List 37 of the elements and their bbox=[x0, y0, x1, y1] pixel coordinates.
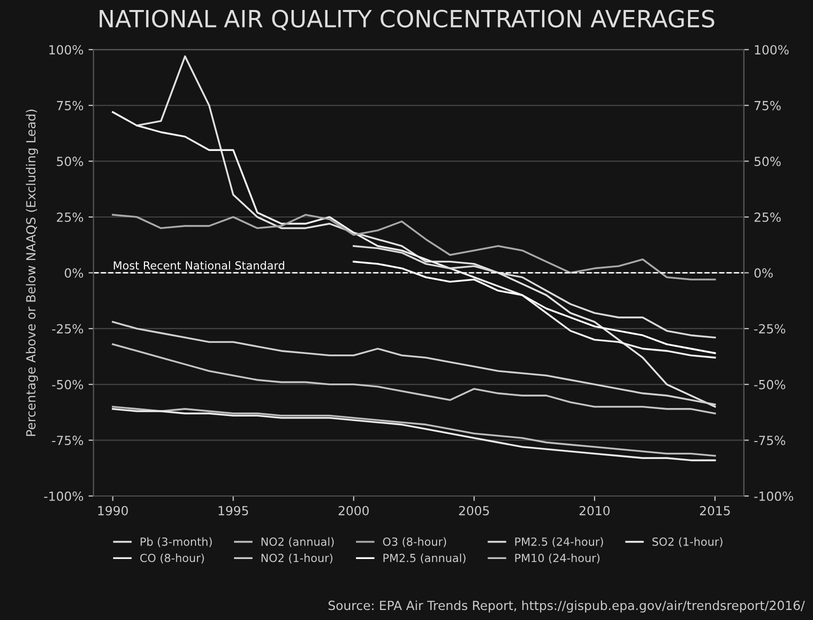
chart-title: NATIONAL AIR QUALITY CONCENTRATION AVERAGES bbox=[100, 10, 714, 30]
y2-tick-label: 100% bbox=[754, 45, 789, 55]
y-tick-label: 75% bbox=[57, 100, 84, 110]
y2-tick-label: -50% bbox=[754, 380, 786, 390]
ref-line-label: Most Recent National Standard bbox=[114, 261, 284, 270]
x-tick-label: 2000 bbox=[338, 506, 369, 516]
y2-tick-label: 75% bbox=[754, 100, 781, 110]
legend-label: PM2.5 (annual) bbox=[384, 554, 466, 564]
y-tick-label: -50% bbox=[52, 380, 84, 390]
x-tick-label: 1995 bbox=[218, 506, 248, 516]
legend-label: Pb (3-month) bbox=[140, 537, 212, 548]
legend-label: O3 (8-hour) bbox=[383, 537, 446, 548]
y-tick-label: 25% bbox=[56, 212, 84, 222]
y-axis-title: Percentage Above or Below NAAQS (Excluding Lead) bbox=[26, 110, 38, 436]
y2-tick-label: 50% bbox=[754, 156, 781, 166]
legend-label: PM2.5 (24-hour) bbox=[515, 537, 603, 548]
y-tick-label: -75% bbox=[52, 436, 84, 446]
source-note: Source: EPA Air Trends Report, https://gispub.epa.gov/air/trendsreport/2016/ bbox=[328, 600, 805, 613]
y2-tick-label: 0% bbox=[754, 268, 773, 278]
y-tick-label: 50% bbox=[56, 156, 84, 166]
y2-tick-label: 25% bbox=[754, 212, 781, 222]
y2-tick-label: -25% bbox=[754, 324, 786, 334]
x-tick-label: 2005 bbox=[459, 506, 489, 516]
legend-label: PM10 (24-hour) bbox=[515, 554, 600, 564]
x-tick-label: 2010 bbox=[580, 506, 610, 516]
x-tick-label: 2015 bbox=[700, 506, 730, 516]
y-tick-label: 100% bbox=[49, 45, 84, 55]
legend-label: SO2 (1-hour) bbox=[652, 537, 722, 548]
legend-label: NO2 (1-hour) bbox=[262, 554, 332, 564]
y2-tick-label: -100% bbox=[754, 491, 794, 501]
legend-label: CO (8-hour) bbox=[140, 554, 204, 564]
y-tick-label: -100% bbox=[44, 491, 84, 501]
y-tick-label: 0% bbox=[64, 268, 84, 278]
x-tick-label: 1990 bbox=[98, 506, 128, 516]
legend-label: NO2 (annual) bbox=[262, 537, 334, 548]
y-tick-label: -25% bbox=[52, 324, 84, 334]
y2-tick-label: -75% bbox=[754, 436, 786, 446]
